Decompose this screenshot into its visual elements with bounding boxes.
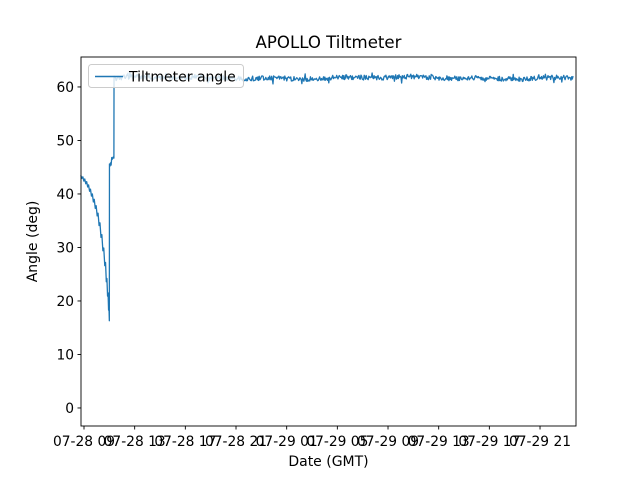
- x-tick-label: 07-28 13: [104, 434, 166, 450]
- series-tiltmeter-angle-line: [80, 71, 574, 322]
- x-tick-label: 07-28 17: [154, 434, 216, 450]
- x-tick-label: 07-29 13: [408, 434, 470, 450]
- legend: Tiltmeter angle: [88, 64, 244, 88]
- y-tick-label: 50: [56, 133, 74, 149]
- y-tick-label: 20: [56, 294, 74, 310]
- y-tick-label: 0: [65, 401, 74, 417]
- y-tick-label: 40: [56, 187, 74, 203]
- y-tick-label: 60: [56, 80, 74, 96]
- x-tick-label: 07-29 21: [509, 434, 571, 450]
- x-tick-label: 07-29 01: [256, 434, 318, 450]
- plot-area: [80, 56, 577, 427]
- x-tick-label: 07-28 09: [53, 434, 115, 450]
- y-tick-label: 10: [56, 347, 74, 363]
- chart-title: APOLLO Tiltmeter: [256, 33, 402, 52]
- x-tick-label: 07-28 21: [205, 434, 267, 450]
- y-tick-label: 30: [56, 240, 74, 256]
- x-tick-label: 07-29 09: [357, 434, 419, 450]
- x-tick-label: 07-29 17: [458, 434, 520, 450]
- legend-label: Tiltmeter angle: [128, 70, 236, 86]
- legend-box: [88, 64, 244, 88]
- data-layer: [80, 71, 574, 322]
- x-axis-label: Date (GMT): [288, 454, 368, 470]
- y-axis-label: Angle (deg): [25, 201, 41, 283]
- x-tick-label: 07-29 05: [306, 434, 368, 450]
